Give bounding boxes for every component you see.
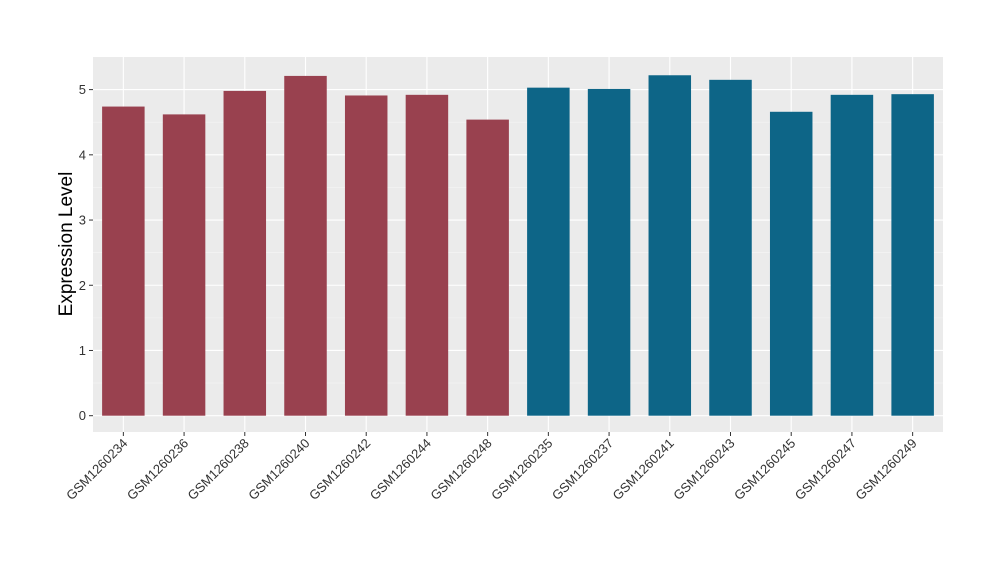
y-axis: 0 1 2 3 4 5 <box>79 82 93 423</box>
bar <box>466 119 509 416</box>
x-tick-label: GSM1260248 <box>427 436 494 503</box>
bar <box>284 75 327 416</box>
bar <box>162 114 206 416</box>
plot-panel <box>93 57 943 432</box>
x-tick-label: GSM1260242 <box>306 436 373 503</box>
y-axis-title: Expression Level <box>56 172 77 317</box>
y-tick-label: 0 <box>79 408 86 423</box>
x-tick-label: GSM1260241 <box>610 436 677 503</box>
y-tick-label: 5 <box>79 82 86 97</box>
bar <box>344 95 388 416</box>
bar <box>223 90 267 416</box>
bar <box>527 87 570 416</box>
bar <box>587 88 631 416</box>
bar <box>709 79 752 416</box>
bar <box>769 111 813 416</box>
bar <box>891 94 934 416</box>
x-tick-label: GSM1260244 <box>367 436 434 503</box>
x-tick-label: GSM1260238 <box>185 436 252 503</box>
x-tick-label: GSM1260235 <box>488 436 555 503</box>
x-tick-label: GSM1260243 <box>670 436 737 503</box>
y-tick-label: 2 <box>79 278 86 293</box>
x-axis: GSM1260234GSM1260236GSM1260238GSM1260240… <box>63 432 920 503</box>
bar <box>102 106 145 416</box>
x-tick-label: GSM1260240 <box>245 436 312 503</box>
bar <box>830 94 874 416</box>
x-tick-label: GSM1260245 <box>731 436 798 503</box>
x-tick-label: GSM1260234 <box>63 436 130 503</box>
y-tick-label: 3 <box>79 213 86 228</box>
bar <box>648 75 692 416</box>
y-tick-label: 1 <box>79 343 86 358</box>
x-tick-label: GSM1260237 <box>549 436 616 503</box>
x-tick-label: GSM1260247 <box>792 436 859 503</box>
bar <box>405 94 449 416</box>
x-tick-label: GSM1260236 <box>124 436 191 503</box>
y-tick-label: 4 <box>79 147 86 162</box>
x-tick-label: GSM1260249 <box>852 436 919 503</box>
bars <box>102 75 934 416</box>
